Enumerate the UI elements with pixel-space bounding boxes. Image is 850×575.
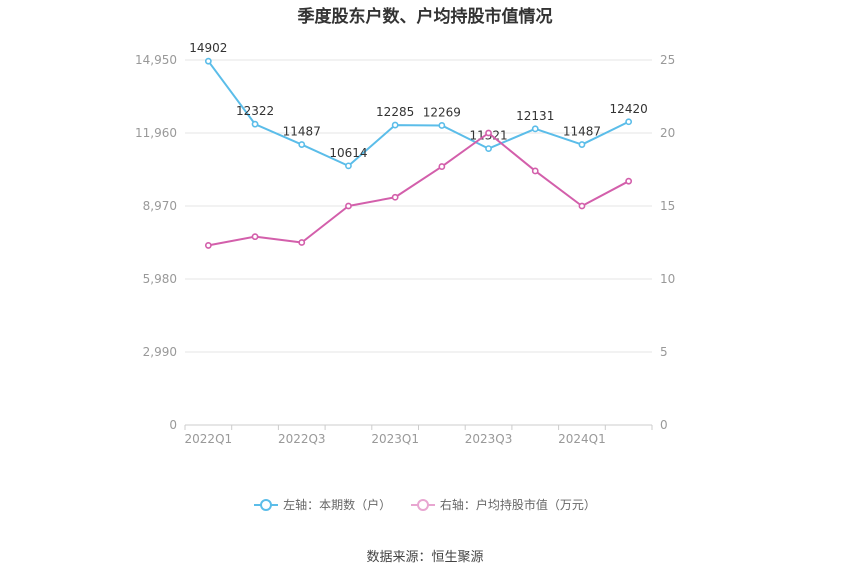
right-axis-tick-label: 10 (660, 272, 675, 286)
right-axis-tick-label: 0 (660, 418, 668, 432)
data-source: 数据来源：恒生聚源 (366, 550, 484, 565)
data-point-left (531, 125, 539, 133)
left-axis-tick-label: 11,960 (135, 126, 177, 140)
data-point-left (578, 141, 586, 148)
data-label: 14902 (189, 41, 227, 55)
data-label: 11487 (283, 125, 321, 139)
data-point-left (251, 120, 259, 128)
chart-plot: 0 2,990 5,980 8,970 11,960 14,950 0 5 10 15 20 25 20… (135, 41, 675, 446)
legend-item-right[interactable]: 右轴：户均持股市值（万元） (410, 496, 596, 513)
left-axis-tick-label: 2,990 (143, 345, 177, 359)
x-tick-label: 2023Q1 (371, 432, 419, 446)
chart-title: 季度股东户数、户均持股市值情况 (297, 7, 553, 27)
x-tick-label: 2022Q3 (278, 432, 326, 446)
data-label: 10614 (329, 146, 367, 160)
legend: 左轴：本期数（户） 右轴：户均持股市值（万元） (0, 496, 850, 514)
data-point-right (578, 202, 586, 210)
series-line-right (208, 132, 630, 247)
data-label: 12420 (610, 102, 648, 116)
data-point-right (625, 177, 633, 185)
data-point-right (485, 129, 492, 137)
data-point-left (438, 122, 446, 129)
data-point-right (391, 193, 399, 201)
left-axis-tick-label: 0 (169, 418, 177, 432)
left-axis-tick-label: 5,980 (143, 272, 177, 286)
data-point-left (625, 118, 633, 126)
legend-swatch-left (254, 498, 279, 511)
data-label: 12322 (236, 104, 274, 118)
left-axis-tick-label: 14,950 (135, 53, 177, 67)
left-axis-tick-label: 8,970 (143, 199, 177, 213)
data-point-right (298, 239, 306, 246)
data-label: 12285 (376, 105, 414, 119)
data-point-left (391, 121, 399, 129)
legend-item-left[interactable]: 左轴：本期数（户） (254, 496, 391, 513)
x-tick-label: 2023Q3 (465, 432, 513, 446)
x-tick-label: 2022Q1 (185, 432, 233, 446)
legend-swatch-right (410, 498, 435, 511)
data-point-right (204, 242, 212, 249)
data-point-left (485, 145, 492, 153)
data-point-left (345, 162, 352, 170)
data-point-left (204, 57, 212, 65)
data-label: 11487 (563, 125, 601, 139)
data-point-left (298, 141, 306, 148)
right-axis-tick-label: 25 (660, 53, 675, 67)
right-axis-tick-label: 20 (660, 126, 675, 140)
legend-label-left: 左轴：本期数（户） (283, 498, 392, 512)
data-point-right (251, 233, 259, 241)
data-point-right (345, 202, 352, 210)
legend-label-right: 右轴：户均持股市值（万元） (439, 498, 596, 512)
series-line-left (207, 60, 630, 167)
data-point-right (531, 167, 539, 175)
data-label: 12131 (516, 109, 554, 123)
right-axis-tick-label: 5 (660, 345, 668, 359)
right-axis-tick-label: 15 (660, 199, 675, 213)
data-label: 12269 (423, 105, 461, 119)
data-point-right (438, 163, 446, 170)
x-tick-label: 2024Q1 (558, 432, 606, 446)
